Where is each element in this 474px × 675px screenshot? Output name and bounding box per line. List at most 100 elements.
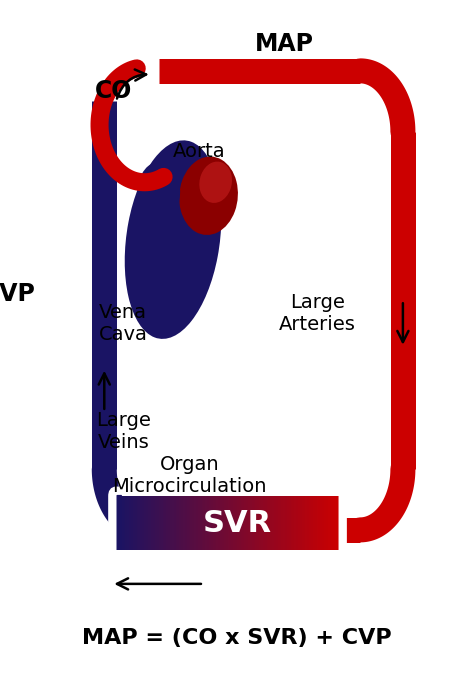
- FancyBboxPatch shape: [266, 496, 269, 550]
- Text: CO: CO: [95, 79, 132, 103]
- FancyBboxPatch shape: [192, 496, 194, 550]
- FancyBboxPatch shape: [296, 496, 299, 550]
- FancyBboxPatch shape: [300, 496, 302, 550]
- FancyBboxPatch shape: [244, 496, 246, 550]
- FancyBboxPatch shape: [324, 496, 327, 550]
- FancyBboxPatch shape: [222, 496, 224, 550]
- FancyBboxPatch shape: [242, 496, 245, 550]
- FancyBboxPatch shape: [274, 496, 276, 550]
- FancyBboxPatch shape: [149, 496, 152, 550]
- FancyBboxPatch shape: [200, 496, 202, 550]
- FancyBboxPatch shape: [220, 496, 222, 550]
- FancyBboxPatch shape: [255, 496, 258, 550]
- FancyBboxPatch shape: [315, 496, 317, 550]
- Text: MAP = (CO x SVR) + CVP: MAP = (CO x SVR) + CVP: [82, 628, 392, 648]
- FancyBboxPatch shape: [137, 496, 139, 550]
- FancyBboxPatch shape: [179, 496, 182, 550]
- FancyBboxPatch shape: [144, 496, 146, 550]
- FancyBboxPatch shape: [229, 496, 232, 550]
- FancyBboxPatch shape: [203, 496, 206, 550]
- FancyBboxPatch shape: [226, 496, 228, 550]
- FancyBboxPatch shape: [257, 496, 260, 550]
- FancyBboxPatch shape: [238, 496, 241, 550]
- FancyBboxPatch shape: [240, 496, 243, 550]
- FancyBboxPatch shape: [127, 496, 129, 550]
- FancyBboxPatch shape: [131, 496, 133, 550]
- FancyBboxPatch shape: [173, 496, 176, 550]
- FancyBboxPatch shape: [122, 496, 124, 550]
- Text: CVP: CVP: [0, 281, 36, 306]
- Text: Vena
Cava: Vena Cava: [99, 304, 148, 344]
- FancyBboxPatch shape: [120, 496, 122, 550]
- FancyBboxPatch shape: [289, 496, 291, 550]
- Text: SVR: SVR: [202, 509, 272, 537]
- FancyBboxPatch shape: [168, 496, 171, 550]
- FancyBboxPatch shape: [116, 496, 118, 550]
- FancyBboxPatch shape: [276, 496, 278, 550]
- FancyBboxPatch shape: [282, 496, 283, 550]
- FancyBboxPatch shape: [292, 496, 295, 550]
- FancyBboxPatch shape: [198, 496, 200, 550]
- FancyBboxPatch shape: [331, 496, 334, 550]
- FancyBboxPatch shape: [335, 496, 337, 550]
- FancyBboxPatch shape: [291, 496, 293, 550]
- FancyBboxPatch shape: [283, 496, 285, 550]
- FancyBboxPatch shape: [159, 496, 161, 550]
- FancyBboxPatch shape: [322, 496, 325, 550]
- FancyBboxPatch shape: [287, 496, 289, 550]
- FancyBboxPatch shape: [329, 496, 332, 550]
- FancyBboxPatch shape: [307, 496, 310, 550]
- FancyBboxPatch shape: [181, 496, 183, 550]
- FancyBboxPatch shape: [261, 496, 263, 550]
- FancyBboxPatch shape: [205, 496, 208, 550]
- FancyBboxPatch shape: [250, 496, 252, 550]
- FancyBboxPatch shape: [302, 496, 304, 550]
- FancyBboxPatch shape: [252, 496, 254, 550]
- FancyBboxPatch shape: [248, 496, 250, 550]
- Text: Aorta: Aorta: [173, 142, 226, 161]
- FancyBboxPatch shape: [172, 496, 174, 550]
- FancyBboxPatch shape: [326, 496, 328, 550]
- FancyBboxPatch shape: [320, 496, 323, 550]
- FancyBboxPatch shape: [333, 496, 336, 550]
- FancyBboxPatch shape: [270, 496, 273, 550]
- FancyBboxPatch shape: [153, 496, 155, 550]
- Ellipse shape: [200, 161, 232, 203]
- Ellipse shape: [125, 140, 221, 339]
- FancyBboxPatch shape: [280, 496, 282, 550]
- FancyBboxPatch shape: [194, 496, 196, 550]
- FancyBboxPatch shape: [298, 496, 301, 550]
- FancyBboxPatch shape: [163, 496, 165, 550]
- Ellipse shape: [137, 162, 180, 223]
- FancyBboxPatch shape: [170, 496, 173, 550]
- FancyBboxPatch shape: [118, 496, 120, 550]
- FancyBboxPatch shape: [218, 496, 220, 550]
- FancyBboxPatch shape: [164, 496, 167, 550]
- FancyBboxPatch shape: [254, 496, 256, 550]
- FancyBboxPatch shape: [166, 496, 169, 550]
- FancyBboxPatch shape: [133, 496, 135, 550]
- FancyBboxPatch shape: [304, 496, 306, 550]
- FancyBboxPatch shape: [272, 496, 274, 550]
- FancyBboxPatch shape: [146, 496, 148, 550]
- FancyBboxPatch shape: [124, 496, 126, 550]
- FancyBboxPatch shape: [175, 496, 178, 550]
- FancyBboxPatch shape: [185, 496, 187, 550]
- FancyBboxPatch shape: [213, 496, 215, 550]
- FancyBboxPatch shape: [129, 496, 131, 550]
- FancyBboxPatch shape: [337, 496, 339, 550]
- FancyBboxPatch shape: [135, 496, 137, 550]
- FancyBboxPatch shape: [237, 496, 239, 550]
- FancyBboxPatch shape: [140, 496, 143, 550]
- Text: MAP: MAP: [255, 32, 314, 56]
- FancyBboxPatch shape: [187, 496, 189, 550]
- FancyBboxPatch shape: [201, 496, 204, 550]
- FancyBboxPatch shape: [233, 496, 236, 550]
- FancyBboxPatch shape: [313, 496, 315, 550]
- Ellipse shape: [179, 157, 238, 235]
- FancyBboxPatch shape: [151, 496, 154, 550]
- FancyBboxPatch shape: [161, 496, 163, 550]
- FancyBboxPatch shape: [142, 496, 145, 550]
- FancyBboxPatch shape: [319, 496, 321, 550]
- FancyBboxPatch shape: [278, 496, 280, 550]
